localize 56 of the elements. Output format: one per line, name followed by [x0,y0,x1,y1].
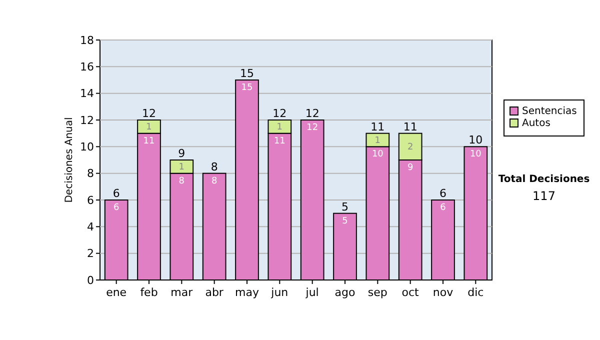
data-label: 6 [113,203,120,213]
total-label: 10 [468,134,483,147]
data-label: 5 [342,216,348,226]
y-axis-title: Decisiones Anual [64,117,75,203]
x-tick-label: ene [106,286,127,299]
x-tick-label: ago [334,286,356,299]
y-tick-label: 6 [87,194,94,207]
x-tick-label: jun [270,286,288,299]
data-label: 8 [178,176,185,186]
total-label: 5 [342,200,348,214]
x-tick-label: mar [170,286,194,299]
data-label: 6 [440,203,446,213]
data-label: 10 [372,150,384,160]
x-tick-label: sep [368,286,388,299]
x-tick-label: may [235,286,260,299]
text: 117 [532,189,556,203]
x-tick-label: feb [140,286,158,299]
y-tick-label: 2 [87,247,94,260]
y-tick-label: 4 [87,220,94,234]
legend-label: Autos [522,118,550,129]
text: Total Decisiones [498,174,590,185]
total-label: 12 [272,107,287,120]
x-tick-label: nov [432,286,454,299]
data-label: 8 [211,176,218,186]
total-label: 11 [403,120,418,134]
y-tick-label: 0 [87,274,94,287]
y-tick-label: 10 [80,140,94,154]
data-label: 9 [407,163,414,173]
total-label: 12 [142,107,156,120]
y-tick-label: 8 [87,167,94,180]
total-label: 12 [305,107,320,120]
x-tick-label: jul [304,286,319,299]
data-label: 11 [143,136,155,146]
data-label: 1 [178,162,185,173]
y-tick-label: 18 [80,34,94,47]
data-label: 11 [274,136,286,146]
y-tick-label: 16 [80,60,94,74]
total-label: 11 [370,120,385,134]
x-tick-label: dic [468,286,484,299]
legend-label: Sentencias [522,106,577,117]
total-label: 9 [178,147,186,160]
total-label: 6 [112,187,120,200]
total-label: 15 [240,67,254,80]
data-label: 1 [374,136,381,146]
data-label: 15 [241,83,253,93]
data-label: 10 [470,150,482,160]
data-label: 2 [407,142,414,153]
total-label: 6 [440,187,446,200]
data-label: 1 [146,122,152,133]
y-tick-label: 14 [80,87,94,100]
x-tick-label: oct [402,286,420,299]
data-label: 1 [276,122,283,133]
x-tick-label: abr [205,286,224,299]
data-label: 12 [306,123,318,133]
total-label: 8 [210,160,218,174]
y-tick-label: 12 [80,114,94,127]
